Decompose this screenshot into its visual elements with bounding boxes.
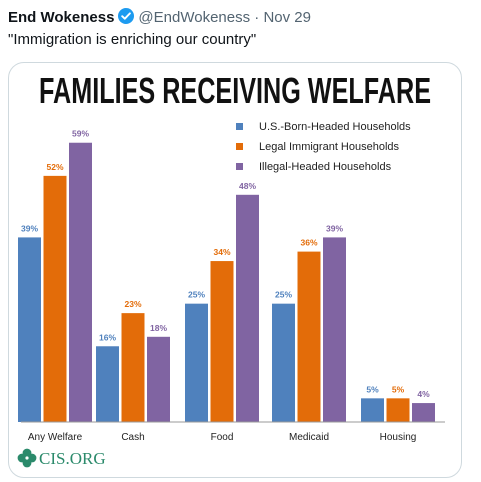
cis-logo: CIS.ORG <box>17 448 106 468</box>
tweet-date[interactable]: Nov 29 <box>263 9 311 26</box>
category-label-4: Medicaid <box>289 432 329 443</box>
legend-swatch-1 <box>236 123 243 130</box>
welfare-bar-chart: FAMILIES RECEIVING WELFARE U.S.-Born-Hea… <box>17 70 445 468</box>
value-label-2-1: 16% <box>99 332 116 342</box>
legend-label-1: U.S.-Born-Headed Households <box>259 121 411 133</box>
chart-value-labels: 39% 52% 59% 16% 23% 18% 25% 34% 48% 25% 36% 39% 5% 5%… <box>21 129 430 399</box>
value-label-5-3: 4% <box>417 389 430 399</box>
header-separator: · <box>254 9 260 26</box>
author-handle[interactable]: @EndWokeness <box>138 9 251 26</box>
chart-bars <box>18 142 435 422</box>
category-label-1: Any Welfare <box>28 432 83 443</box>
value-label-3-2: 34% <box>213 247 230 257</box>
value-label-2-2: 23% <box>124 299 141 309</box>
category-label-5: Housing <box>380 432 417 443</box>
bar-4-2 <box>297 251 321 422</box>
media-card[interactable]: FAMILIES RECEIVING WELFARE U.S.-Born-Hea… <box>8 62 462 478</box>
bar-3-1 <box>185 303 208 422</box>
legend-label-2: Legal Immigrant Households <box>259 141 400 153</box>
value-label-4-2: 36% <box>300 238 317 248</box>
value-label-5-2: 5% <box>392 384 405 394</box>
legend-swatch-2 <box>236 143 243 150</box>
bar-1-3 <box>69 142 92 422</box>
bar-5-1 <box>361 398 384 422</box>
bar-5-3 <box>412 403 435 422</box>
bar-1-2 <box>43 175 67 422</box>
chart-legend: U.S.-Born-Headed Households Legal Immigra… <box>236 121 411 173</box>
bar-4-1 <box>272 303 295 422</box>
value-label-1-1: 39% <box>21 223 38 233</box>
category-label-3: Food <box>211 432 234 443</box>
bar-2-3 <box>147 336 170 422</box>
legend-swatch-3 <box>236 163 243 170</box>
value-label-3-1: 25% <box>188 290 205 300</box>
bar-1-1 <box>18 237 41 422</box>
tweet-header: End Wokeness @EndWokeness · Nov 29 <box>8 7 311 31</box>
value-label-4-1: 25% <box>275 290 292 300</box>
category-label-2: Cash <box>121 432 144 443</box>
value-label-1-2: 52% <box>46 162 63 172</box>
bar-3-3 <box>236 194 259 422</box>
value-label-2-3: 18% <box>150 323 167 333</box>
value-label-1-3: 59% <box>72 129 89 139</box>
bar-3-2 <box>210 261 234 422</box>
verified-badge-icon <box>117 7 135 31</box>
value-label-3-3: 48% <box>239 181 256 191</box>
tweet-text: "Immigration is enriching our country" <box>8 31 257 48</box>
chart-title: FAMILIES RECEIVING WELFARE <box>39 70 431 111</box>
value-label-5-1: 5% <box>366 384 379 394</box>
logo-text: CIS.ORG <box>39 449 106 468</box>
legend-label-3: Illegal-Headed Households <box>259 161 392 173</box>
bar-4-3 <box>323 237 346 422</box>
bar-5-2 <box>386 398 410 422</box>
bar-2-1 <box>96 346 119 422</box>
bar-2-2 <box>121 313 145 422</box>
chart-category-labels: Any Welfare Cash Food Medicaid Housing <box>28 432 417 443</box>
value-label-4-3: 39% <box>326 223 343 233</box>
author-name[interactable]: End Wokeness <box>8 9 115 26</box>
clover-logo-icon <box>17 448 37 468</box>
